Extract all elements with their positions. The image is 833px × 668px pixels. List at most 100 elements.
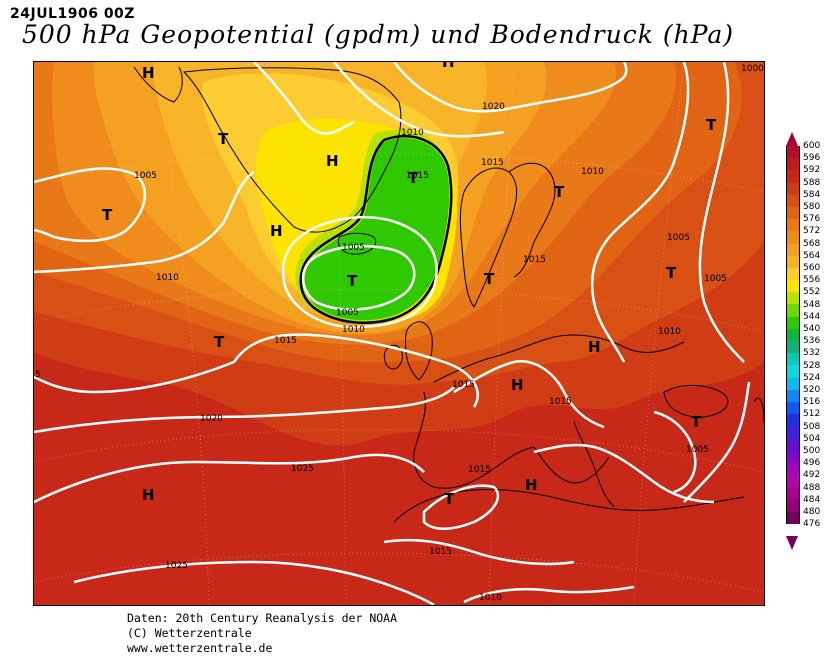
high-pressure-marker: H [142, 486, 155, 504]
legend-swatch [787, 280, 799, 293]
low-pressure-marker: T [444, 490, 455, 508]
legend-value: 480 [803, 507, 821, 518]
legend-value: 572 [803, 226, 821, 237]
isobar-label: 1005 [342, 243, 365, 253]
legend-swatch [787, 206, 799, 220]
isobar-label: 1015 [274, 336, 297, 346]
high-pressure-marker: H [270, 222, 283, 240]
isobar-label: 1005 [667, 233, 690, 243]
legend-swatch [787, 389, 799, 402]
legend-value: 520 [803, 385, 821, 396]
high-pressure-marker: H [442, 62, 455, 71]
legend-swatch [787, 377, 799, 390]
isobar-label: 1025 [165, 561, 188, 571]
legend-swatch [787, 341, 799, 354]
legend-value: 508 [803, 421, 821, 432]
low-pressure-marker: T [218, 130, 229, 148]
legend-value: 560 [803, 263, 821, 274]
isobar-label: 1010 [581, 167, 604, 177]
low-pressure-marker: T [484, 270, 495, 288]
legend-value: 528 [803, 360, 821, 371]
credits: Daten: 20th Century Reanalysis der NOAA … [127, 611, 397, 656]
legend-value: 476 [803, 519, 821, 530]
legend-value: 488 [803, 482, 821, 493]
date-label: 24JUL1906 00Z [10, 6, 135, 22]
legend-swatch [787, 292, 799, 305]
legend-swatch [787, 194, 799, 207]
isobar-label: 1010 [156, 273, 179, 283]
legend-swatch [787, 231, 799, 244]
legend-swatch [787, 267, 799, 281]
legend-value: 524 [803, 372, 821, 383]
legend-swatch [787, 316, 799, 329]
high-pressure-marker: H [588, 338, 601, 356]
legend-swatch [787, 365, 799, 378]
legend-value: 548 [803, 299, 821, 310]
legend-swatch [787, 182, 799, 195]
isobar-label: 1015 [429, 547, 452, 557]
credit-website[interactable]: www.wetterzentrale.de [127, 641, 273, 655]
isobar-label: 5 [35, 370, 41, 380]
low-pressure-marker: T [214, 333, 225, 351]
legend-swatch [787, 328, 799, 341]
legend-labels: 600 596 592 588 584 580 576 572 568 564 560 556 552 5… [803, 140, 820, 531]
isobar-label: 1005 [336, 308, 359, 318]
legend-swatch [787, 426, 799, 439]
high-pressure-marker: H [511, 376, 524, 394]
isobar-label: 1025 [291, 464, 314, 474]
legend-value: 544 [803, 311, 821, 322]
legend-color-bar [786, 146, 800, 524]
legend-top-arrow [786, 132, 798, 146]
legend-swatch [787, 219, 799, 232]
graticule [34, 62, 764, 605]
isobar-label: 1015 [481, 158, 504, 168]
legend-value: 500 [803, 446, 821, 457]
legend-value: 588 [803, 177, 821, 188]
isobar-label: 1015 [406, 171, 429, 181]
isobar-label: 1005 [686, 445, 709, 455]
legend-value: 600 [803, 141, 821, 151]
isobar-label: 1010 [342, 325, 365, 335]
legend-value: 512 [803, 409, 821, 420]
isobar-label: 1015 [549, 397, 572, 407]
legend-swatch [787, 158, 799, 171]
weather-map[interactable]: 1000 1020 1010 1015 1005 1010 1005 1015 … [33, 61, 765, 606]
chart-title: 500 hPa Geopotential (gpdm) und Bodendru… [22, 20, 735, 49]
legend-swatch [787, 438, 799, 451]
legend-bottom-arrow [786, 536, 798, 550]
low-pressure-marker: T [691, 413, 702, 431]
legend-swatch [787, 511, 799, 524]
isobar-label: 1010 [401, 128, 424, 138]
isobar-label: 1020 [200, 414, 223, 424]
legend-value: 516 [803, 397, 821, 408]
isobar-label: 1015 [468, 465, 491, 475]
isobar-label: 1010 [658, 327, 681, 337]
legend-value: 584 [803, 189, 821, 200]
legend-value: 504 [803, 433, 821, 444]
legend-value: 540 [803, 324, 821, 335]
low-pressure-marker: T [554, 183, 565, 201]
isobar-labels: 1000 1020 1010 1015 1005 1010 1005 1015 … [35, 64, 764, 603]
low-pressure-marker: T [347, 272, 358, 290]
legend-swatch [787, 401, 799, 415]
low-pressure-marker: T [706, 116, 717, 134]
low-pressure-marker: T [666, 264, 677, 282]
contour-552 [299, 135, 453, 325]
legend-value: 536 [803, 336, 821, 347]
legend-swatch [787, 414, 799, 427]
isobar-label: 1015 [452, 380, 475, 390]
isobars [34, 62, 751, 605]
legend-value: 552 [803, 287, 821, 298]
isobar-label: 1015 [523, 255, 546, 265]
legend-swatch [787, 462, 799, 476]
legend-value: 492 [803, 470, 821, 481]
legend-value: 592 [803, 165, 821, 176]
credit-copyright: (C) Wetterzentrale [127, 626, 252, 640]
legend-swatch [787, 146, 799, 159]
isobar-label: 1000 [741, 64, 764, 74]
legend-swatch [787, 170, 799, 183]
low-pressure-marker: T [102, 206, 113, 224]
isobar-label: 1020 [482, 102, 505, 112]
legend-value: 532 [803, 348, 821, 359]
legend-value: 568 [803, 238, 821, 249]
